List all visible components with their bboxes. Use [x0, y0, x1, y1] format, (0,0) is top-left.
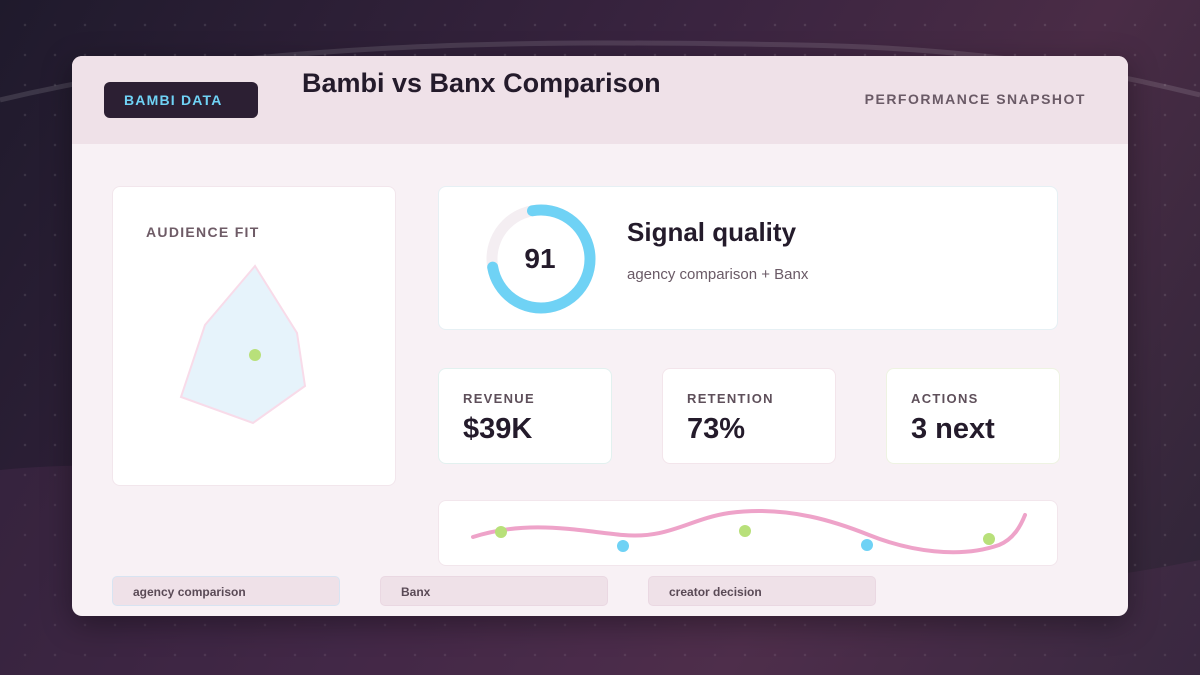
signal-score: 91: [524, 243, 556, 274]
metric-label: RETENTION: [687, 391, 774, 406]
trend-point: [495, 526, 507, 538]
trend-panel: [438, 500, 1058, 566]
trend-line: [471, 509, 1027, 555]
dashboard-card: BAMBI DATA Bambi vs Banx Comparison PERF…: [72, 56, 1128, 616]
audience-center-dot: [249, 349, 261, 361]
trend-point: [861, 539, 873, 551]
signal-quality-subtitle: agency comparison + Banx: [627, 266, 809, 283]
trend-sparkline: [471, 509, 1027, 555]
audience-radar-chart: [179, 264, 307, 425]
signal-gauge-arc: [486, 204, 596, 314]
brand-badge[interactable]: BAMBI DATA: [104, 82, 258, 118]
audience-fit-label: AUDIENCE FIT: [146, 224, 260, 240]
metric-value: $39K: [463, 413, 533, 445]
audience-radar-shape: [179, 264, 307, 425]
chip-creator-decision[interactable]: creator decision: [648, 576, 876, 606]
trend-point: [983, 533, 995, 545]
metric-card-revenue: REVENUE $39K: [438, 368, 612, 464]
signal-quality-title: Signal quality: [627, 217, 797, 247]
metric-label: ACTIONS: [911, 391, 979, 406]
page-title: Bambi vs Banx Comparison: [302, 68, 661, 98]
trend-point: [739, 525, 751, 537]
snapshot-label: PERFORMANCE SNAPSHOT: [864, 91, 1086, 107]
chip-agency-comparison[interactable]: agency comparison: [112, 576, 340, 606]
chip-banx[interactable]: Banx: [380, 576, 608, 606]
card-header: BAMBI DATA Bambi vs Banx Comparison PERF…: [72, 56, 1128, 144]
metric-card-retention: RETENTION 73%: [662, 368, 836, 464]
metric-label: REVENUE: [463, 391, 535, 406]
signal-quality-panel: 91 Signal quality agency comparison + Ba…: [438, 186, 1058, 330]
audience-fit-panel: AUDIENCE FIT: [112, 186, 396, 486]
metric-value: 3 next: [911, 413, 995, 445]
metric-value: 73%: [687, 413, 746, 445]
trend-point: [617, 540, 629, 552]
signal-gauge: [486, 204, 596, 314]
metric-card-actions: ACTIONS 3 next: [886, 368, 1060, 464]
